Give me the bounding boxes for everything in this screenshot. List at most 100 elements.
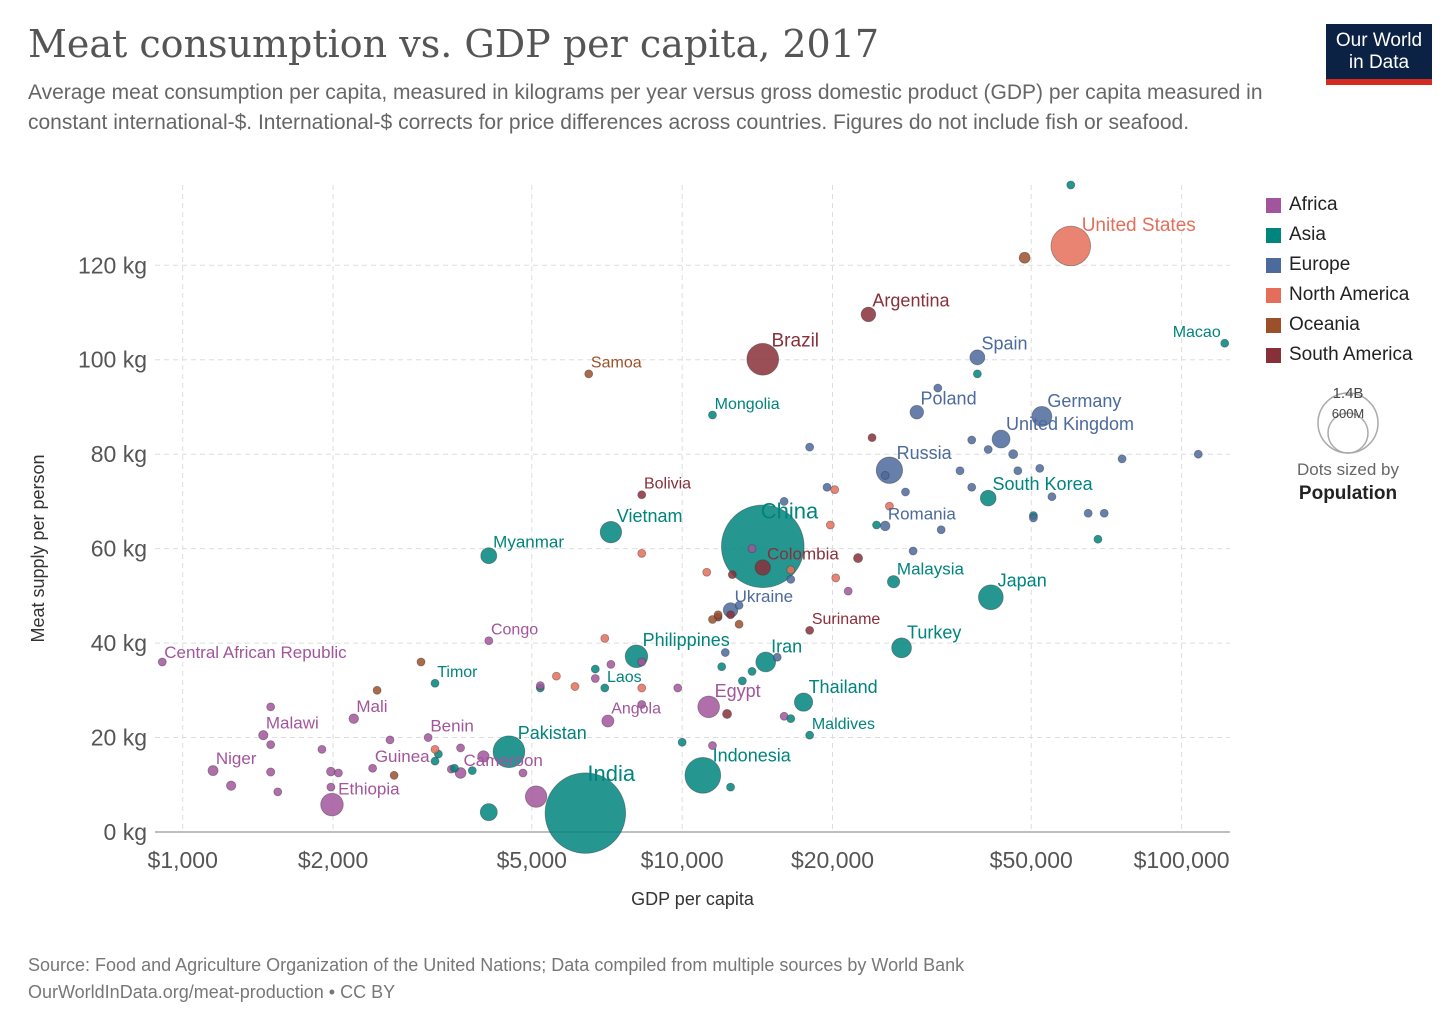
data-point[interactable] [853,553,863,564]
data-point[interactable] [1193,449,1203,459]
data-point[interactable] [273,787,283,797]
data-point[interactable] [266,702,276,712]
data-point[interactable] [1117,454,1127,464]
data-point[interactable] [637,683,647,693]
data-point[interactable] [389,770,399,780]
data-point[interactable] [734,600,744,610]
data-point[interactable] [901,487,910,497]
data-point[interactable] [416,657,426,667]
point-benin[interactable] [423,733,433,742]
point-japan[interactable] [978,584,1004,611]
point-colombia[interactable] [754,559,771,576]
data-point[interactable] [1013,466,1023,476]
point-mali[interactable] [348,713,359,724]
data-point[interactable] [518,768,528,778]
data-point[interactable] [326,782,336,792]
data-point[interactable] [590,674,600,683]
data-point[interactable] [727,570,737,580]
data-point[interactable] [677,737,687,747]
point-south-korea[interactable] [979,489,997,507]
data-point[interactable] [590,664,600,674]
data-point[interactable] [983,445,993,454]
point-turkey[interactable] [891,637,912,659]
data-point[interactable] [450,763,459,773]
legend-item-north-america[interactable]: North America [1266,280,1413,310]
point-macao[interactable] [1220,338,1230,348]
data-point[interactable] [467,766,477,776]
point-bolivia[interactable] [637,490,647,500]
data-point[interactable] [967,435,977,445]
data-point[interactable] [779,497,789,506]
data-point[interactable] [867,433,877,443]
license-link[interactable]: OurWorldInData.org/meat-production • CC … [28,982,396,1002]
data-point[interactable] [872,520,881,530]
point-iran[interactable] [755,651,777,673]
point-samoa[interactable] [584,369,594,379]
data-point[interactable] [430,756,440,766]
data-point[interactable] [1018,251,1031,264]
data-point[interactable] [1029,513,1038,523]
point-poland[interactable] [909,404,924,420]
data-point[interactable] [266,767,276,777]
data-point[interactable] [266,740,276,750]
data-point[interactable] [551,671,561,681]
point-malawi[interactable] [258,730,269,741]
data-point[interactable] [385,735,395,745]
data-point[interactable] [786,574,796,584]
point-myanmar[interactable] [480,547,498,565]
data-point[interactable] [430,744,440,754]
data-point[interactable] [1047,492,1057,502]
point-maldives[interactable] [805,730,815,740]
legend-item-south-america[interactable]: South America [1266,340,1413,370]
data-point[interactable] [637,548,647,558]
point-mongolia[interactable] [708,410,717,420]
data-point[interactable] [637,657,647,667]
data-point[interactable] [722,708,733,719]
point-argentina[interactable] [860,306,877,323]
point-suriname[interactable] [805,625,815,635]
data-point[interactable] [720,648,730,657]
data-point[interactable] [822,482,832,492]
legend-item-africa[interactable]: Africa [1266,190,1413,220]
data-point[interactable] [708,615,717,624]
point-central-african-republic[interactable] [157,657,167,667]
data-point[interactable] [479,803,498,822]
data-point[interactable] [477,750,490,763]
data-point[interactable] [967,482,977,492]
data-point[interactable] [637,700,647,709]
legend-item-europe[interactable]: Europe [1266,250,1413,280]
legend-item-asia[interactable]: Asia [1266,220,1413,250]
data-point[interactable] [831,573,841,583]
data-point[interactable] [606,659,616,669]
data-point[interactable] [805,442,815,452]
data-point[interactable] [334,768,343,778]
data-point[interactable] [1066,180,1076,190]
data-point[interactable] [880,471,890,480]
owid-logo[interactable]: Our World in Data [1326,24,1432,85]
data-point[interactable] [772,652,782,662]
point-malaysia[interactable] [887,575,901,589]
data-point[interactable] [1083,508,1093,518]
data-point[interactable] [734,619,744,629]
data-point[interactable] [456,743,465,753]
data-point[interactable] [535,681,545,690]
data-point[interactable] [600,633,610,643]
point-timor[interactable] [430,678,440,688]
point-ethiopia[interactable] [320,792,344,817]
data-point[interactable] [885,501,894,511]
point-congo[interactable] [484,636,494,646]
data-point[interactable] [570,682,580,691]
point-laos[interactable] [600,683,610,693]
data-point[interactable] [1035,463,1045,473]
legend-item-oceania[interactable]: Oceania [1266,310,1413,340]
point-guinea[interactable] [368,763,378,773]
data-point[interactable] [843,586,853,596]
data-point[interactable] [317,744,327,754]
point-angola[interactable] [601,714,615,728]
data-point[interactable] [524,785,548,808]
point-pakistan[interactable] [492,735,526,768]
data-point[interactable] [737,676,747,686]
data-point[interactable] [1093,534,1103,544]
point-india[interactable] [544,772,627,854]
data-point[interactable] [372,685,382,695]
